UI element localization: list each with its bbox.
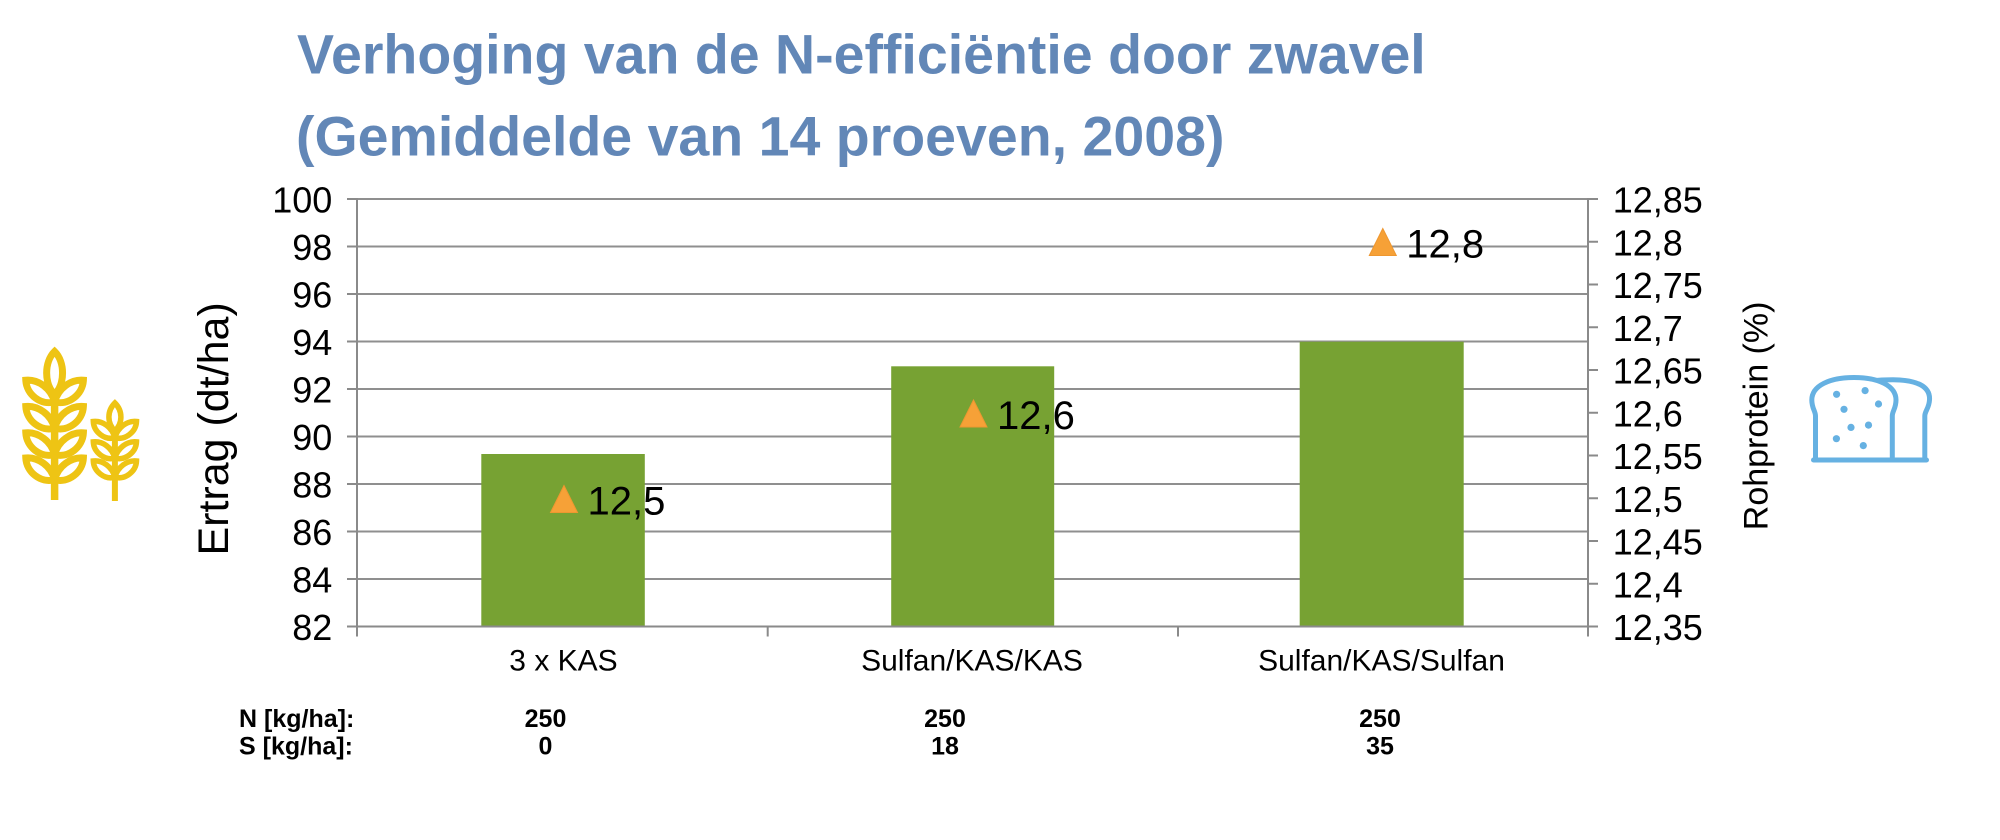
svg-text:3 x KAS: 3 x KAS: [509, 645, 617, 678]
svg-text:250: 250: [924, 705, 966, 733]
svg-text:12,6: 12,6: [997, 394, 1075, 438]
svg-text:90: 90: [292, 417, 332, 458]
svg-text:88: 88: [292, 465, 332, 506]
svg-text:Ertrag (dt/ha): Ertrag (dt/ha): [190, 302, 238, 555]
svg-text:12,35: 12,35: [1613, 607, 1703, 648]
svg-text:250: 250: [1359, 705, 1401, 733]
svg-text:35: 35: [1366, 733, 1394, 761]
svg-text:Sulfan/KAS/KAS: Sulfan/KAS/KAS: [861, 645, 1083, 678]
svg-text:N [kg/ha]:: N [kg/ha]:: [239, 705, 354, 733]
svg-text:Rohprotein (%): Rohprotein (%): [1738, 302, 1776, 531]
svg-text:S [kg/ha]:: S [kg/ha]:: [239, 733, 353, 761]
svg-text:Verhoging van de N-efficiëntie: Verhoging van de N-efficiëntie door zwav…: [297, 24, 1426, 86]
svg-text:12,8: 12,8: [1613, 222, 1683, 263]
svg-text:94: 94: [292, 322, 332, 363]
svg-text:92: 92: [292, 370, 332, 411]
svg-text:Sulfan/KAS/Sulfan: Sulfan/KAS/Sulfan: [1258, 645, 1505, 678]
svg-text:12,6: 12,6: [1613, 393, 1683, 434]
svg-text:12,65: 12,65: [1613, 351, 1703, 392]
svg-text:12,45: 12,45: [1613, 522, 1703, 563]
svg-text:86: 86: [292, 512, 332, 553]
svg-text:12,75: 12,75: [1613, 265, 1703, 306]
svg-text:84: 84: [292, 560, 332, 601]
svg-text:(Gemiddelde van 14 proeven, 20: (Gemiddelde van 14 proeven, 2008): [296, 106, 1224, 168]
svg-text:18: 18: [931, 733, 959, 761]
svg-text:250: 250: [525, 705, 567, 733]
svg-text:82: 82: [292, 607, 332, 648]
svg-text:100: 100: [272, 180, 332, 221]
svg-text:12,7: 12,7: [1613, 308, 1683, 349]
svg-text:12,5: 12,5: [1613, 479, 1683, 520]
svg-text:12,4: 12,4: [1613, 564, 1683, 605]
svg-text:98: 98: [292, 227, 332, 268]
svg-text:0: 0: [539, 733, 553, 761]
svg-text:12,8: 12,8: [1406, 223, 1484, 267]
svg-text:12,55: 12,55: [1613, 436, 1703, 477]
svg-text:96: 96: [292, 275, 332, 316]
svg-text:12,5: 12,5: [588, 480, 666, 524]
svg-text:12,85: 12,85: [1613, 180, 1703, 221]
